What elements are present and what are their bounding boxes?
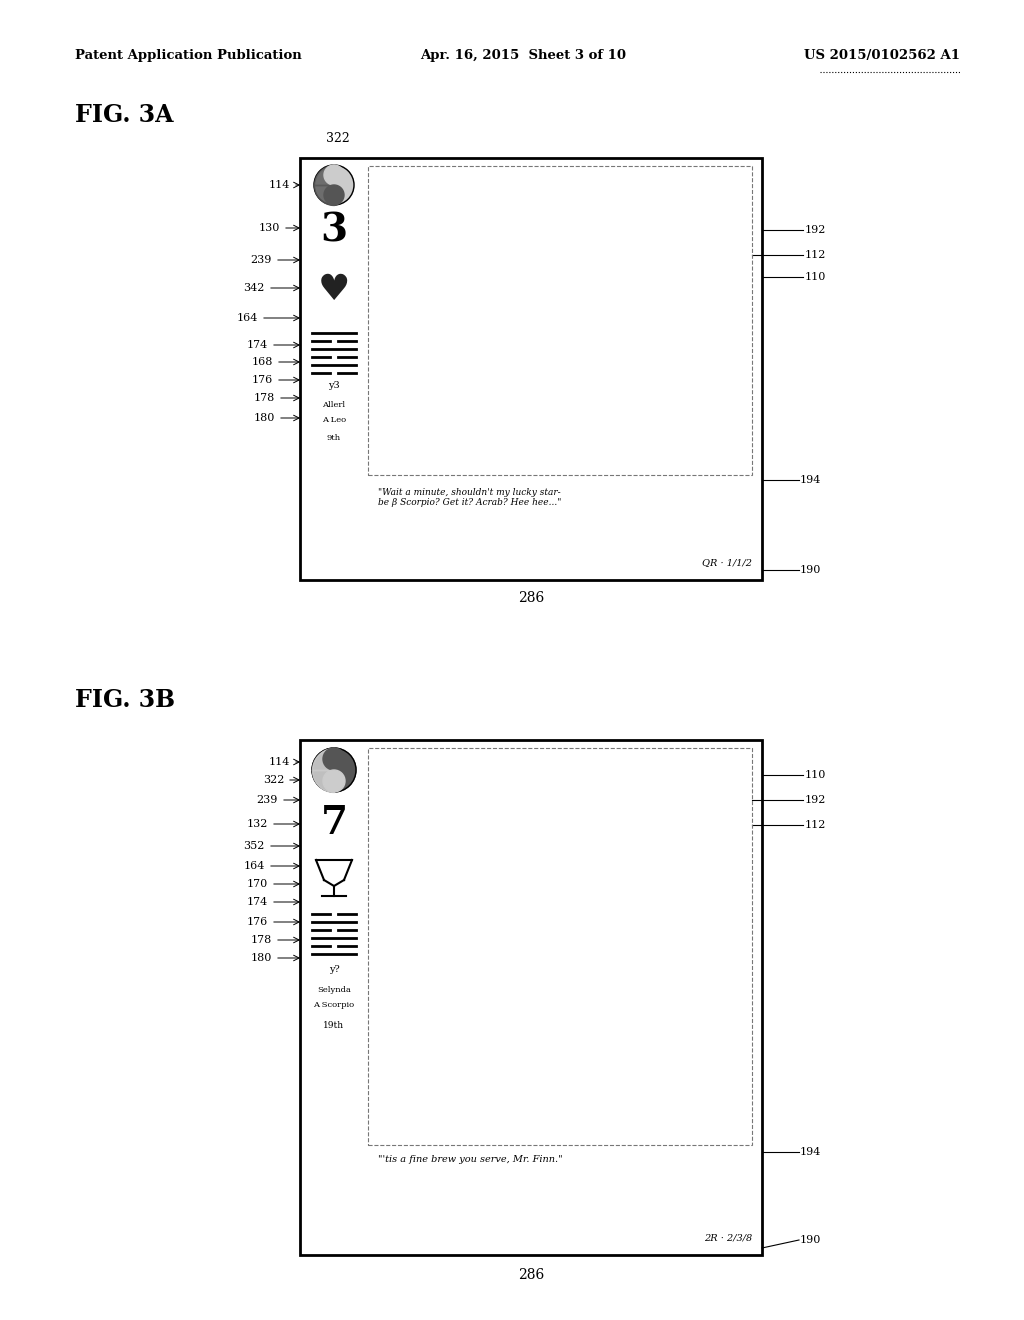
Text: Selynda: Selynda [317, 986, 351, 994]
Text: "'tis a fine brew you serve, Mr. Finn.": "'tis a fine brew you serve, Mr. Finn." [378, 1155, 562, 1164]
Text: 110: 110 [805, 770, 826, 780]
Bar [300, 158, 762, 579]
Text: Patent Application Publication: Patent Application Publication [75, 49, 302, 62]
Text: 286: 286 [518, 591, 544, 605]
Text: "Wait a minute, shouldn't my lucky star-
be β Scorpio? Get it? Acrab? Hee hee...: "Wait a minute, shouldn't my lucky star-… [378, 488, 561, 507]
Text: A Leo: A Leo [322, 416, 346, 424]
Text: 178: 178 [251, 935, 272, 945]
Text: 170: 170 [247, 879, 268, 888]
Text: 114: 114 [268, 756, 290, 767]
Text: 322: 322 [262, 775, 284, 785]
Circle shape [324, 185, 344, 205]
Text: 192: 192 [805, 224, 826, 235]
Text: 114: 114 [268, 180, 290, 190]
Text: 168: 168 [252, 356, 273, 367]
Text: 180: 180 [254, 413, 275, 422]
Circle shape [314, 165, 354, 205]
Text: A Scorpio: A Scorpio [313, 1001, 354, 1008]
Text: 180: 180 [251, 953, 272, 964]
Bar [368, 166, 752, 475]
Text: 9th: 9th [327, 434, 341, 442]
Text: 132: 132 [247, 818, 268, 829]
Circle shape [324, 165, 344, 185]
Text: 190: 190 [800, 1236, 821, 1245]
Text: Allerl: Allerl [323, 401, 345, 409]
Text: 110: 110 [805, 272, 826, 282]
Text: 178: 178 [254, 393, 275, 403]
Text: 174: 174 [247, 898, 268, 907]
Text: 176: 176 [247, 917, 268, 927]
Circle shape [312, 748, 356, 792]
Text: 3: 3 [321, 211, 347, 249]
Text: 176: 176 [252, 375, 273, 385]
Text: 352: 352 [244, 841, 265, 851]
Text: FIG. 3A: FIG. 3A [75, 103, 173, 127]
Circle shape [323, 748, 345, 770]
Text: 164: 164 [244, 861, 265, 871]
Text: 239: 239 [251, 255, 272, 265]
Text: y3: y3 [328, 380, 340, 389]
Bar [300, 741, 762, 1255]
Text: 174: 174 [247, 341, 268, 350]
Text: 286: 286 [518, 1269, 544, 1282]
Text: 164: 164 [237, 313, 258, 323]
Text: 2R · 2/3/8: 2R · 2/3/8 [703, 1233, 752, 1242]
Bar [368, 748, 752, 1144]
Text: 322: 322 [326, 132, 350, 144]
Text: 194: 194 [800, 1147, 821, 1158]
Text: y?: y? [329, 965, 339, 974]
Text: ♥: ♥ [317, 273, 350, 308]
Text: 194: 194 [800, 475, 821, 484]
Text: 7: 7 [321, 804, 347, 842]
Text: 112: 112 [805, 249, 826, 260]
Text: 342: 342 [244, 282, 265, 293]
Text: 239: 239 [257, 795, 278, 805]
Text: 19th: 19th [324, 1020, 344, 1030]
Circle shape [323, 770, 345, 792]
Text: 130: 130 [259, 223, 280, 234]
Text: FIG. 3B: FIG. 3B [75, 688, 175, 711]
Text: 190: 190 [800, 565, 821, 576]
Text: 192: 192 [805, 795, 826, 805]
Text: Apr. 16, 2015  Sheet 3 of 10: Apr. 16, 2015 Sheet 3 of 10 [420, 49, 626, 62]
Text: US 2015/0102562 A1: US 2015/0102562 A1 [804, 49, 961, 62]
Text: QR · 1/1/2: QR · 1/1/2 [702, 558, 752, 568]
Text: 112: 112 [805, 820, 826, 830]
